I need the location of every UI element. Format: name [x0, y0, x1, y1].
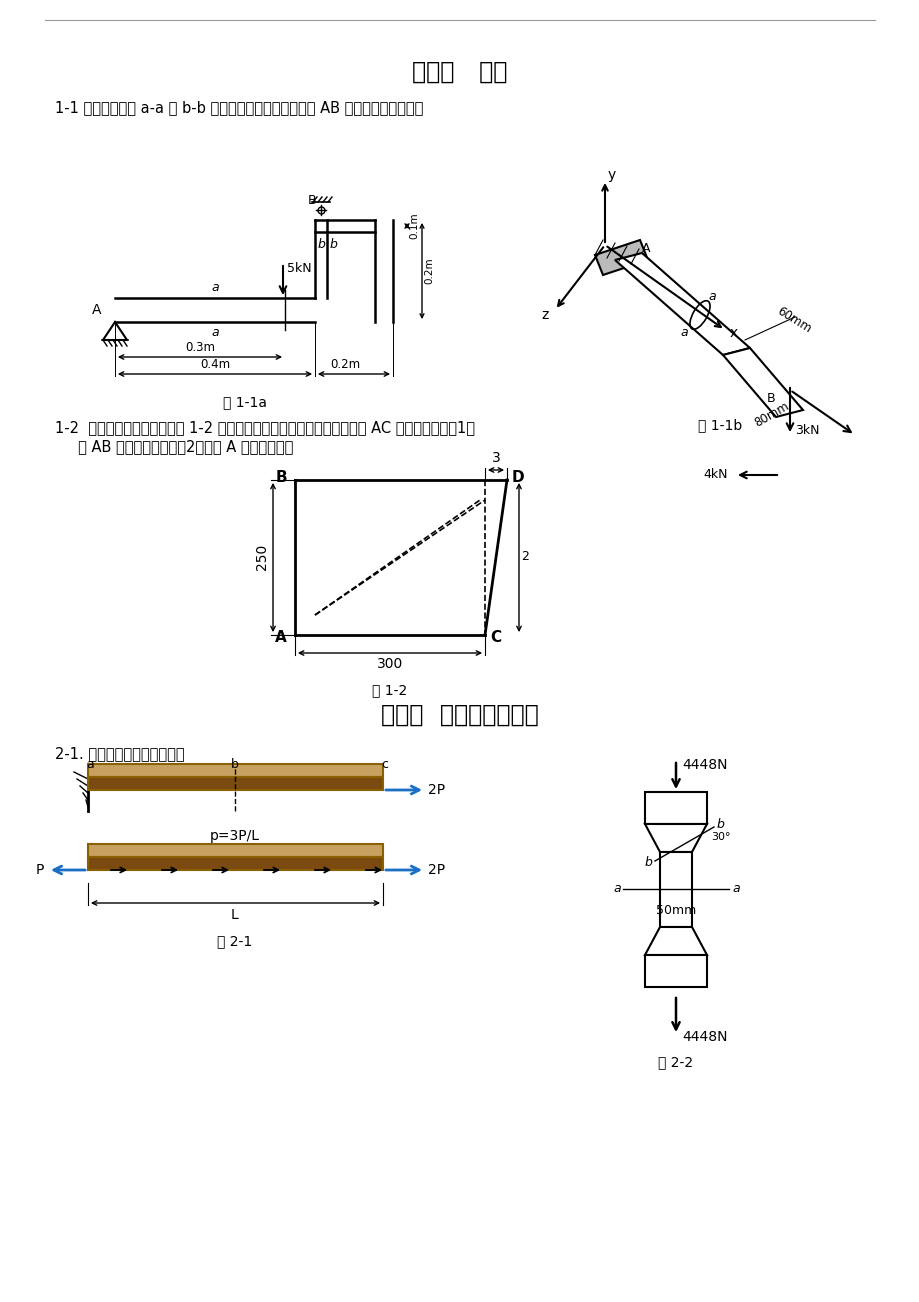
Text: 图 1-2: 图 1-2 — [372, 684, 407, 697]
Text: 1-1 求图示构件在 a-a 和 b-b 截面上的内力，并指出构件 AB 发生何种基本变形。: 1-1 求图示构件在 a-a 和 b-b 截面上的内力，并指出构件 AB 发生何… — [55, 100, 423, 116]
Text: a: a — [86, 758, 94, 771]
Text: y: y — [607, 168, 616, 182]
Text: a: a — [732, 883, 739, 896]
Text: a: a — [680, 327, 687, 340]
Text: 1-2  四边形平板变形后为如图 1-2 所示的平行四边形，水平轴线在四边形 AC 边保持不变，求1）: 1-2 四边形平板变形后为如图 1-2 所示的平行四边形，水平轴线在四边形 AC… — [55, 421, 474, 435]
Text: 3kN: 3kN — [794, 423, 819, 436]
Text: 图 2-2: 图 2-2 — [658, 1055, 693, 1069]
Text: 第二章  拉伸压缩与剪切: 第二章 拉伸压缩与剪切 — [380, 703, 539, 727]
Text: 80mm: 80mm — [751, 400, 790, 430]
Text: p=3P/L: p=3P/L — [210, 829, 260, 842]
Text: 图 1-1b: 图 1-1b — [698, 418, 742, 432]
Text: 2P: 2P — [427, 783, 445, 797]
Text: 0.4m: 0.4m — [199, 358, 230, 371]
Bar — [644, 954, 706, 987]
Text: 5kN: 5kN — [287, 262, 312, 275]
Text: D: D — [512, 470, 524, 486]
Bar — [644, 792, 706, 824]
Text: C: C — [490, 629, 501, 644]
Text: 250: 250 — [255, 544, 268, 570]
Text: L: L — [231, 907, 239, 922]
Text: 2P: 2P — [427, 863, 445, 878]
Text: A: A — [275, 629, 287, 644]
Text: 0.2m: 0.2m — [330, 358, 359, 371]
Text: 0.3m: 0.3m — [185, 341, 215, 354]
Text: 3: 3 — [491, 450, 500, 465]
Polygon shape — [722, 348, 802, 417]
Text: 50mm: 50mm — [655, 905, 696, 918]
Text: c: c — [381, 758, 388, 771]
Text: B: B — [307, 194, 315, 207]
Text: 60mm: 60mm — [774, 305, 813, 336]
Text: a: a — [708, 290, 715, 303]
Text: 图 1-1a: 图 1-1a — [222, 395, 267, 409]
Text: B: B — [766, 392, 774, 405]
Text: 2-1. 试绘制如下各杆轴力图。: 2-1. 试绘制如下各杆轴力图。 — [55, 746, 185, 762]
Polygon shape — [595, 240, 647, 275]
Text: b: b — [317, 238, 324, 251]
Text: b: b — [716, 819, 724, 832]
Bar — [88, 844, 382, 857]
Bar — [88, 857, 382, 870]
Text: 沿 AB 边的平均线应变；2）平板 A 点的剪应变。: 沿 AB 边的平均线应变；2）平板 A 点的剪应变。 — [55, 440, 293, 454]
Text: 图 2-1: 图 2-1 — [217, 934, 253, 948]
Polygon shape — [644, 824, 706, 852]
Text: 0.1m: 0.1m — [409, 212, 418, 240]
Bar — [88, 777, 382, 790]
Text: z: z — [540, 309, 548, 322]
Text: a: a — [211, 326, 219, 339]
Bar — [88, 764, 382, 777]
Text: 第一章   绪论: 第一章 绪论 — [412, 60, 507, 85]
Polygon shape — [614, 253, 749, 355]
Text: 0.2m: 0.2m — [424, 258, 434, 284]
Polygon shape — [644, 927, 706, 954]
Text: 300: 300 — [377, 658, 403, 671]
Text: A: A — [91, 303, 101, 316]
Text: b: b — [643, 857, 652, 870]
Text: a: a — [211, 281, 219, 294]
Text: x: x — [729, 326, 737, 340]
Text: A: A — [641, 241, 650, 254]
Text: a: a — [613, 883, 620, 896]
Text: B: B — [275, 470, 287, 486]
Text: b: b — [231, 758, 239, 771]
Text: P: P — [36, 863, 44, 878]
Text: 2: 2 — [520, 551, 528, 564]
Text: 4kN: 4kN — [703, 469, 727, 482]
Text: 4448N: 4448N — [681, 758, 727, 772]
Text: b: b — [329, 238, 336, 251]
Bar — [659, 852, 691, 927]
Text: 4448N: 4448N — [681, 1030, 727, 1044]
Text: 30°: 30° — [710, 832, 730, 842]
